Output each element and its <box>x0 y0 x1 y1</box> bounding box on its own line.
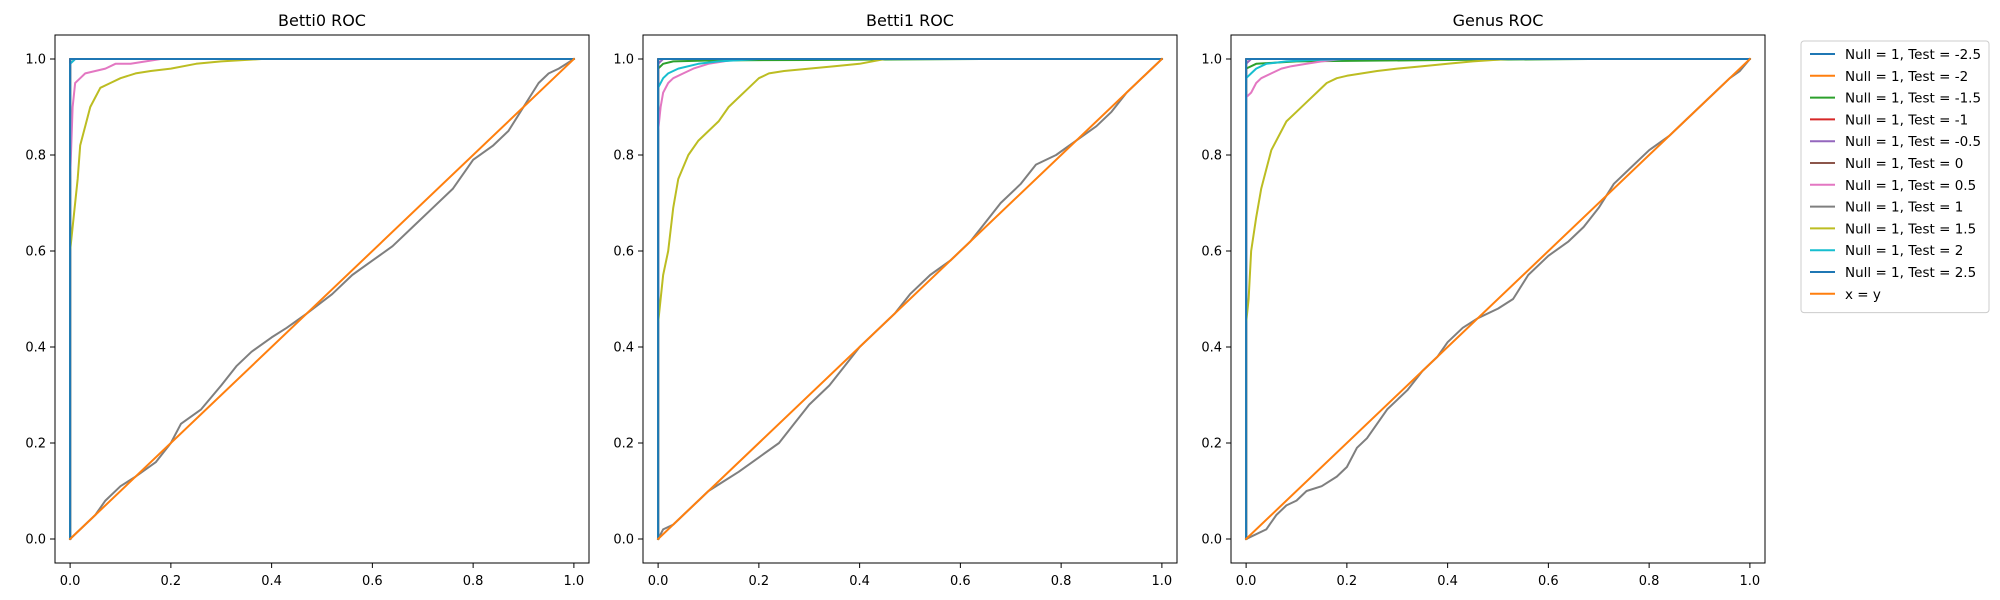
y-tick-label: 0.0 <box>25 533 46 548</box>
x-tick-label: 0.2 <box>1337 574 1358 589</box>
y-tick-label: 0.4 <box>1201 341 1222 356</box>
series-line-11 <box>1244 57 1752 541</box>
x-tick-label: 1.0 <box>564 574 585 589</box>
roc-panel-0: 0.0 0.2 0.4 0.6 0.8 1.0 0.0 0.2 0.4 0.6 0.8 1.0 Bett… <box>25 11 590 589</box>
x-tick-label: 0.8 <box>463 574 484 589</box>
legend-label: Null = 1, Test = 0.5 <box>1845 178 1976 194</box>
series-group <box>1244 57 1752 541</box>
legend-box <box>1800 40 1990 314</box>
legend-label: Null = 1, Test = 0 <box>1845 156 1963 172</box>
legend-label: Null = 1, Test = -1.5 <box>1845 91 1981 107</box>
x-tick-label: 0.2 <box>161 574 182 589</box>
y-tick-label: 0.6 <box>25 245 46 260</box>
roc-panel-2: 0.0 0.2 0.4 0.6 0.8 1.0 0.0 0.2 0.4 0.6 0.8 1.0 Genu… <box>1201 11 1766 589</box>
x-tick-label: 0.0 <box>648 574 669 589</box>
legend-label: Null = 1, Test = -0.5 <box>1845 134 1981 150</box>
axes-frame <box>1230 34 1766 564</box>
panel-title: Betti0 ROC <box>278 11 366 30</box>
y-tick-label: 1.0 <box>613 53 634 68</box>
legend-label: Null = 1, Test = 1.5 <box>1845 221 1976 237</box>
y-tick-label: 0.2 <box>1201 437 1222 452</box>
y-tick-label: 0.8 <box>613 149 634 164</box>
series-line-11 <box>656 57 1164 541</box>
y-tick-label: 1.0 <box>1201 53 1222 68</box>
legend-label: Null = 1, Test = 1 <box>1845 200 1963 216</box>
x-tick-label: 1.0 <box>1740 574 1761 589</box>
panel-title: Betti1 ROC <box>866 11 954 30</box>
panel-title: Genus ROC <box>1453 11 1544 30</box>
y-tick-label: 0.8 <box>25 149 46 164</box>
y-tick-label: 0.0 <box>613 533 634 548</box>
roc-panel-1: 0.0 0.2 0.4 0.6 0.8 1.0 0.0 0.2 0.4 0.6 0.8 1.0 Bett… <box>613 11 1178 589</box>
axes-frame <box>54 34 590 564</box>
x-tick-label: 0.2 <box>749 574 770 589</box>
series-line-8 <box>1245 58 1751 540</box>
y-tick-label: 1.0 <box>25 53 46 68</box>
x-tick-label: 0.6 <box>362 574 383 589</box>
y-tick-label: 0.4 <box>25 341 46 356</box>
x-tick-label: 0.4 <box>261 574 282 589</box>
y-tick-label: 0.8 <box>1201 149 1222 164</box>
axes-frame <box>642 34 1178 564</box>
series-group <box>68 57 576 541</box>
x-tick-label: 0.4 <box>849 574 870 589</box>
x-tick-label: 0.0 <box>60 574 81 589</box>
x-tick-label: 0.8 <box>1639 574 1660 589</box>
y-tick-label: 0.0 <box>1201 533 1222 548</box>
x-tick-label: 1.0 <box>1152 574 1173 589</box>
y-tick-label: 0.4 <box>613 341 634 356</box>
y-tick-label: 0.6 <box>1201 245 1222 260</box>
series-line-6 <box>1245 58 1751 540</box>
x-tick-label: 0.6 <box>950 574 971 589</box>
legend-label: Null = 1, Test = -1 <box>1845 112 1968 128</box>
x-tick-label: 0.4 <box>1437 574 1458 589</box>
series-line-10 <box>657 58 1163 540</box>
y-tick-label: 0.2 <box>25 437 46 452</box>
legend-label: Null = 1, Test = -2 <box>1845 69 1968 85</box>
series-line-8 <box>657 58 1163 540</box>
series-line-10 <box>69 58 575 540</box>
series-line-10 <box>1245 58 1751 540</box>
series-group <box>656 57 1164 541</box>
legend-label: Null = 1, Test = -2.5 <box>1845 47 1981 63</box>
y-tick-label: 0.2 <box>613 437 634 452</box>
series-line-8 <box>69 58 575 540</box>
y-tick-label: 0.6 <box>613 245 634 260</box>
x-tick-label: 0.8 <box>1051 574 1072 589</box>
series-line-6 <box>69 58 575 540</box>
legend-label: x = y <box>1845 287 1881 303</box>
legend-label: Null = 1, Test = 2 <box>1845 243 1963 259</box>
x-tick-label: 0.6 <box>1538 574 1559 589</box>
legend-label: Null = 1, Test = 2.5 <box>1845 265 1976 281</box>
x-tick-label: 0.0 <box>1236 574 1257 589</box>
legend: Null = 1, Test = -2.5 Null = 1, Test = -2… <box>1800 40 1990 314</box>
series-line-11 <box>68 57 576 541</box>
